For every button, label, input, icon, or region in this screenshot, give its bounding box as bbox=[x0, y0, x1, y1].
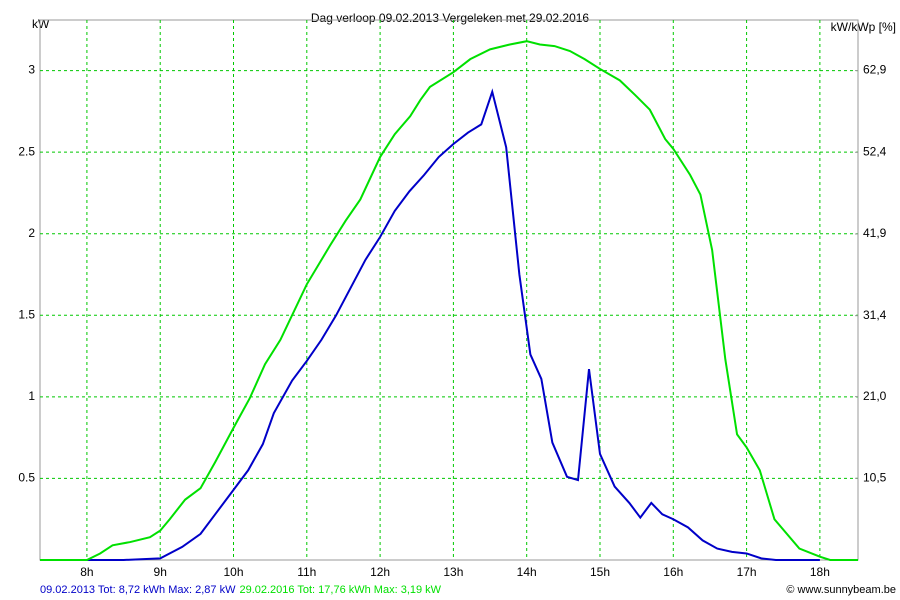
x-tick-label: 10h bbox=[223, 565, 243, 579]
y2-tick-label: 41,9 bbox=[863, 226, 887, 240]
legend-entry: 29.02.2016 Tot: 17,76 kWh Max: 3,19 kW bbox=[239, 584, 441, 596]
credit: © www.sunnybeam.be bbox=[786, 584, 896, 596]
x-tick-label: 9h bbox=[154, 565, 167, 579]
y-axis-label: kW bbox=[32, 17, 50, 31]
y2-tick-label: 10,5 bbox=[863, 470, 887, 484]
y-tick-label: 3 bbox=[28, 63, 35, 77]
y2-tick-label: 62,9 bbox=[863, 63, 887, 77]
y-tick-label: 1 bbox=[28, 389, 35, 403]
plot-frame bbox=[39, 19, 859, 561]
x-tick-label: 16h bbox=[663, 565, 683, 579]
x-tick-label: 11h bbox=[297, 565, 316, 579]
y-tick-label: 0.5 bbox=[18, 471, 35, 485]
x-tick-label: 13h bbox=[443, 565, 463, 579]
y2-tick-label: 21,0 bbox=[863, 389, 887, 403]
y2-tick-label: 52,4 bbox=[863, 144, 887, 158]
y2-axis-label: kW/kWp [%] bbox=[831, 20, 896, 34]
x-tick-label: 17h bbox=[737, 565, 757, 579]
legend-entry: 09.02.2013 Tot: 8,72 kWh Max: 2,87 kW bbox=[40, 584, 236, 596]
series-line bbox=[40, 40, 858, 561]
y2-tick-label: 31,4 bbox=[863, 308, 887, 322]
chart-title: Dag verloop 09.02.2013 Vergeleken met 29… bbox=[311, 11, 590, 25]
y-tick-label: 1.5 bbox=[18, 307, 35, 321]
x-tick-label: 8h bbox=[80, 565, 93, 579]
series-line bbox=[50, 88, 820, 561]
x-tick-label: 15h bbox=[590, 565, 610, 579]
x-tick-label: 14h bbox=[517, 565, 537, 579]
x-tick-label: 18h bbox=[810, 565, 830, 579]
x-tick-label: 12h bbox=[370, 565, 390, 579]
y-tick-label: 2.5 bbox=[18, 144, 35, 158]
y-tick-label: 2 bbox=[28, 226, 35, 240]
